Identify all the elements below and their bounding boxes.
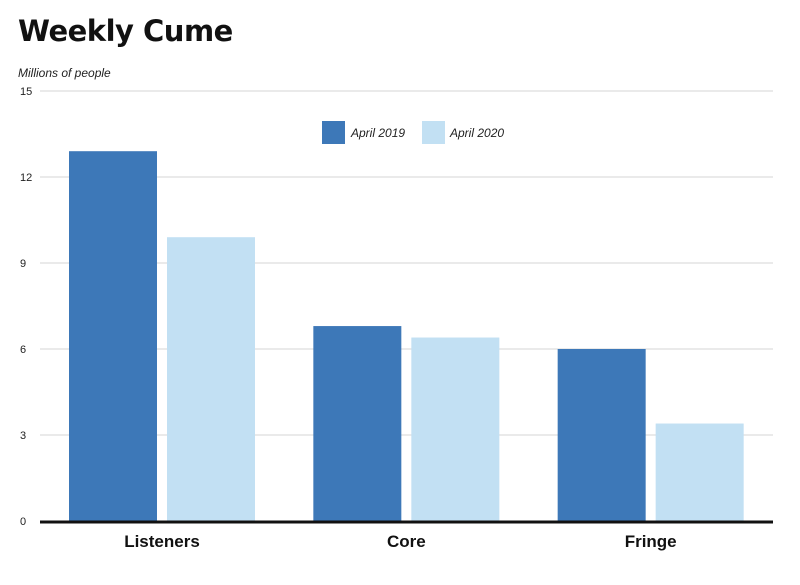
- legend-label: April 2020: [449, 126, 504, 140]
- legend: April 2019 April 2020: [322, 121, 504, 144]
- grid-layer: [40, 90, 773, 436]
- y-tick-label: 12: [20, 172, 32, 184]
- bar: [313, 326, 402, 521]
- y-tick-label: 9: [20, 258, 26, 270]
- x-tick-label: Fringe: [625, 532, 677, 551]
- x-tick-label: Core: [387, 532, 426, 551]
- bar: [69, 151, 157, 521]
- legend-label: April 2019: [350, 126, 405, 140]
- y-tick-label: 6: [20, 344, 26, 356]
- y-axis-label: Millions of people: [18, 66, 111, 80]
- chart-title: Weekly Cume: [18, 14, 233, 48]
- bars: [69, 151, 744, 521]
- legend-swatch: [422, 121, 445, 144]
- y-tick-label: 3: [20, 430, 26, 442]
- x-tick-labels: Listeners Core Fringe: [124, 532, 676, 551]
- bar: [167, 237, 255, 521]
- y-tick-labels: 0 3 6 9 12 15: [20, 86, 32, 528]
- bar: [411, 337, 500, 521]
- bar: [557, 349, 646, 521]
- bar: [655, 423, 744, 521]
- y-tick-label: 15: [20, 86, 32, 98]
- y-tick-label: 0: [20, 516, 26, 528]
- x-tick-label: Listeners: [124, 532, 200, 551]
- legend-swatch: [322, 121, 345, 144]
